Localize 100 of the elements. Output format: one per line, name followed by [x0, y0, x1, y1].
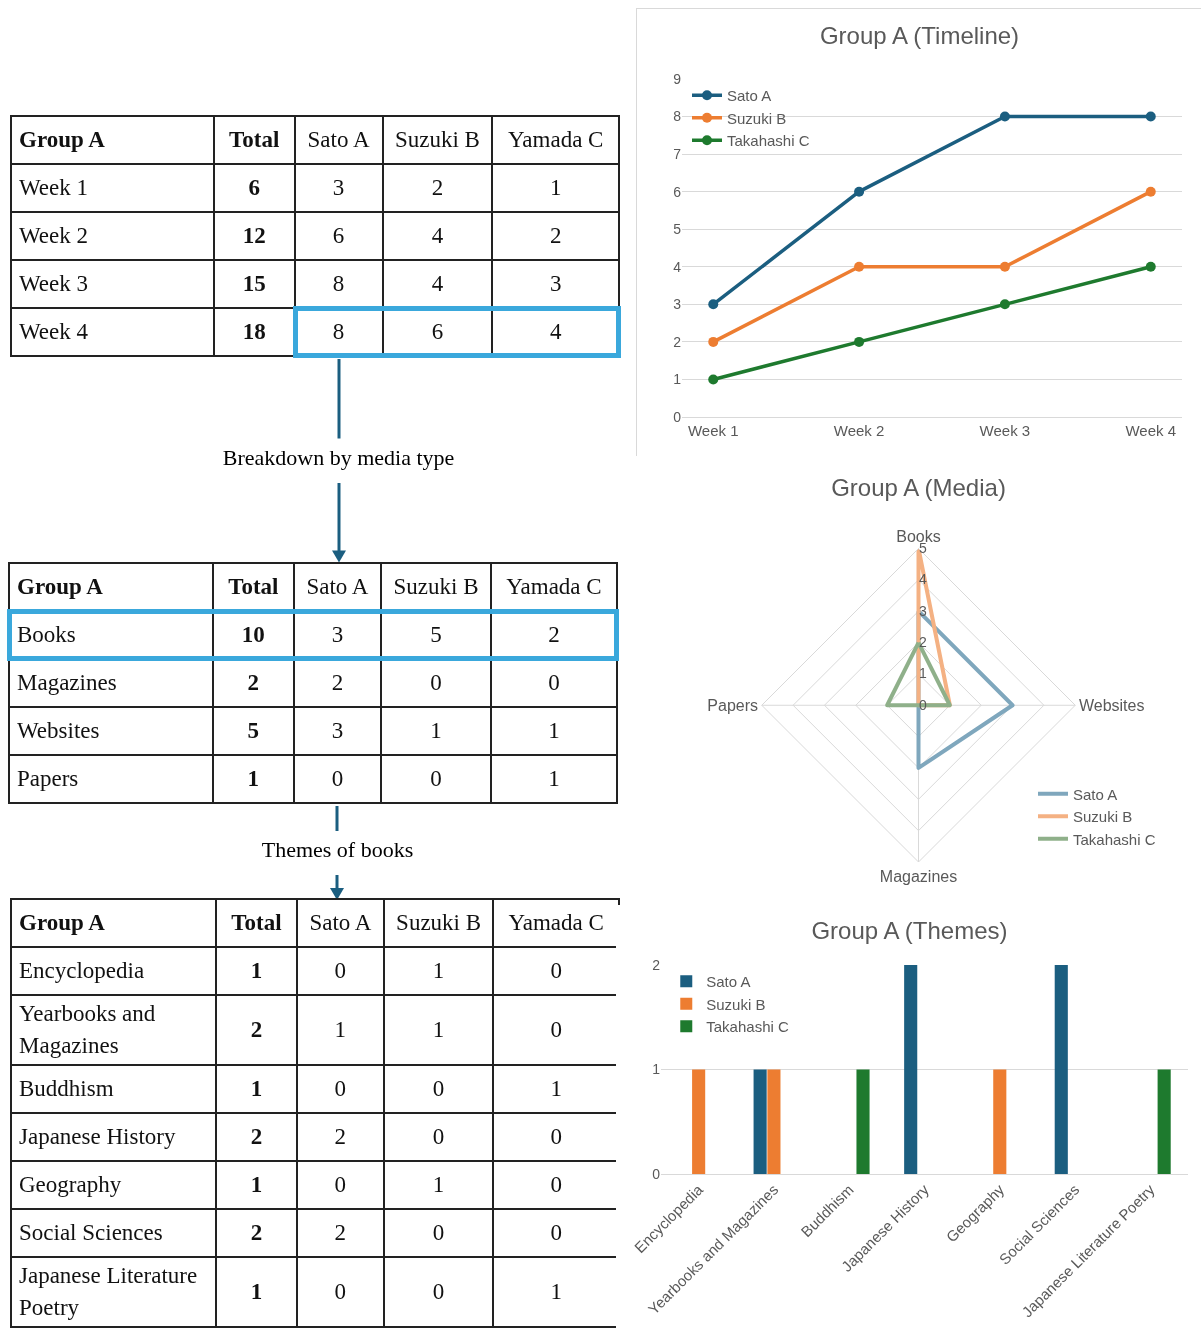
x-tick-label: Sato A — [296, 899, 384, 947]
x-tick-label: Sato A — [293, 563, 382, 611]
legend-label: Sato A — [1073, 785, 1118, 803]
data-label: 0 — [296, 1161, 384, 1209]
y-tick-label: Week 4 — [11, 308, 214, 356]
y-tick-label: Week 2 — [11, 212, 214, 260]
data-label: 2 — [216, 1113, 297, 1161]
y-tick-label: Websites — [9, 707, 213, 755]
y-tick-label: Books — [9, 611, 213, 659]
chart-title: Group A (Themes) — [811, 917, 1008, 945]
y-tick-label: Encyclopedia — [11, 947, 217, 995]
y-tick-label: Yearbooks and Magazines — [11, 995, 217, 1065]
data-label: 6 — [294, 212, 383, 260]
data-label: 0 — [296, 1065, 384, 1113]
y-tick-label: Japanese History — [11, 1113, 217, 1161]
chart-title: Group A (Timeline) — [819, 21, 1020, 49]
data-label: 3 — [293, 707, 382, 755]
data-label: 6 — [213, 164, 295, 212]
data-label: 2 — [382, 164, 493, 212]
x-tick-label: Suzuki B — [381, 563, 491, 611]
spoke-label: Papers — [707, 696, 759, 714]
data-label: 0 — [490, 659, 617, 707]
x-tick-label: Yamada C — [490, 563, 617, 611]
legend-label: Sato A — [727, 87, 772, 105]
data-label: 0 — [383, 1209, 494, 1257]
y-tick-label: Week 1 — [11, 164, 214, 212]
chart-title: Group A (Media) — [831, 474, 1006, 502]
data-label: 2 — [216, 995, 297, 1065]
data-label: 1 — [216, 1161, 297, 1209]
y-tick-label: Papers — [9, 755, 213, 803]
y-tick-label: 1 — [673, 371, 682, 388]
data-label: 5 — [381, 611, 491, 659]
x-tick-label: Week 3 — [979, 422, 1031, 439]
data-label: 0 — [293, 755, 382, 803]
y-tick-label: 3 — [673, 296, 682, 313]
x-tick-label: Yamada C — [492, 116, 619, 164]
data-label: 2 — [216, 1209, 297, 1257]
data-label: 1 — [490, 707, 617, 755]
data-label: 5 — [212, 707, 294, 755]
legend-label: Suzuki B — [706, 995, 766, 1013]
x-tick-label: Week 1 — [687, 422, 739, 439]
data-label: 15 — [213, 260, 295, 308]
y-tick-label: 9 — [673, 70, 682, 87]
data-label: 1 — [296, 995, 384, 1065]
data-label: 0 — [383, 1065, 494, 1113]
data-label: 1 — [490, 755, 617, 803]
chart-title: Group A — [11, 116, 214, 164]
data-label: 2 — [492, 212, 619, 260]
data-label: 1 — [383, 995, 494, 1065]
y-tick-label: Week 3 — [11, 260, 214, 308]
data-label: 0 — [493, 1209, 619, 1257]
data-label: 1 — [216, 947, 297, 995]
y-tick-label: 1 — [919, 665, 927, 682]
data-label: 1 — [492, 164, 619, 212]
data-label: 0 — [383, 1257, 494, 1327]
data-label: 1 — [216, 1257, 297, 1327]
data-label: 2 — [490, 611, 617, 659]
y-tick-label: 4 — [673, 258, 682, 275]
data-label: 2 — [296, 1113, 384, 1161]
data-label: 1 — [381, 707, 491, 755]
text: Themes of books — [261, 837, 414, 863]
x-tick-label: Week 2 — [833, 422, 885, 439]
data-label: 6 — [382, 308, 493, 356]
data-label: 8 — [294, 260, 383, 308]
data-label: 1 — [383, 947, 494, 995]
legend-label: Takahashi C — [727, 132, 810, 150]
legend-label: Takahashi C — [1073, 830, 1156, 848]
y-tick-label: 8 — [673, 108, 682, 125]
x-tick-label: Total — [213, 116, 295, 164]
data-label: 3 — [294, 164, 383, 212]
y-tick-label: 0 — [652, 1165, 661, 1182]
data-label: 2 — [293, 659, 382, 707]
legend-label: Sato A — [706, 973, 751, 991]
data-label: 0 — [296, 947, 384, 995]
data-label: 3 — [293, 611, 382, 659]
data-label: 1 — [493, 1065, 619, 1113]
y-tick-label: 6 — [673, 183, 682, 200]
y-tick-label: 2 — [652, 956, 661, 973]
x-tick-label: Suzuki B — [382, 116, 493, 164]
spoke-label: Websites — [1078, 696, 1145, 714]
data-label: 0 — [381, 755, 491, 803]
data-label: 4 — [382, 260, 493, 308]
data-label: 3 — [492, 260, 619, 308]
x-tick-label: Suzuki B — [383, 899, 494, 947]
data-label: 2 — [212, 659, 294, 707]
data-label: 1 — [216, 1065, 297, 1113]
y-tick-label: 7 — [673, 146, 682, 163]
chart-title: Group A — [11, 899, 217, 947]
legend-label: Takahashi C — [706, 1018, 789, 1036]
data-label: 12 — [213, 212, 295, 260]
data-label: 10 — [212, 611, 294, 659]
data-label: 1 — [383, 1161, 494, 1209]
data-label: 0 — [383, 1113, 494, 1161]
y-tick-label: 1 — [652, 1061, 661, 1078]
x-tick-label: Week 4 — [1125, 422, 1177, 439]
data-label: 2 — [296, 1209, 384, 1257]
y-tick-label: 5 — [673, 221, 682, 238]
data-label: 0 — [493, 1161, 619, 1209]
y-tick-label: 0 — [673, 408, 682, 425]
legend-label: Suzuki B — [1073, 808, 1133, 825]
